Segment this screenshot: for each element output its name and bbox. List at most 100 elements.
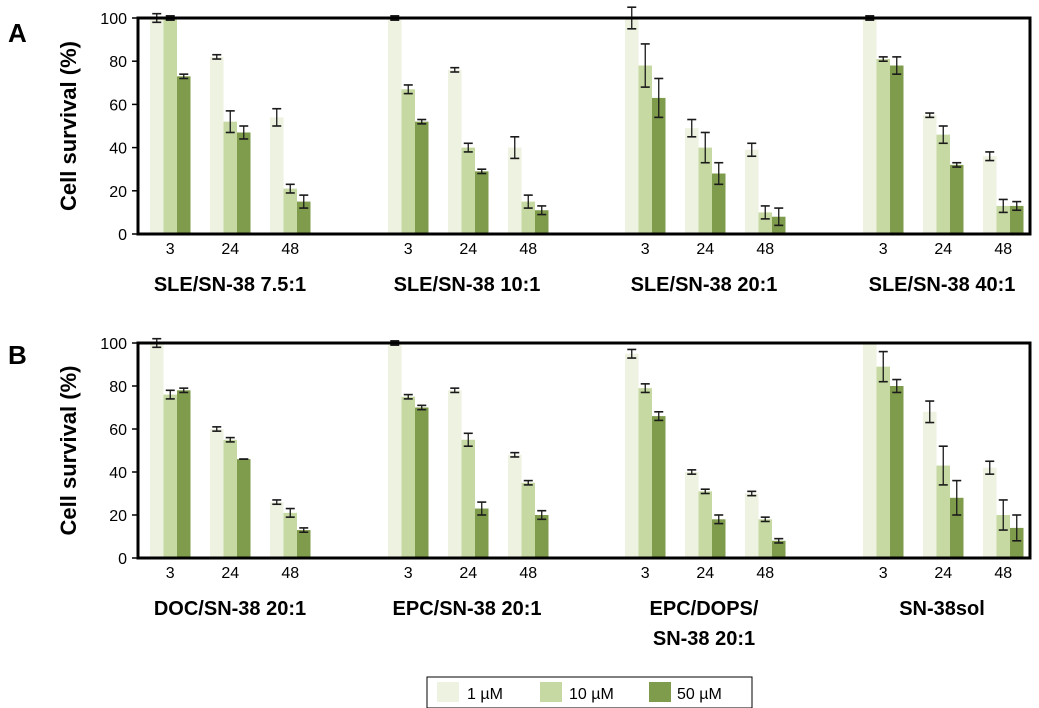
legend-box [426, 676, 753, 708]
x-tick-label: 3 [879, 241, 888, 258]
group-label: SN-38 20:1 [653, 628, 755, 650]
x-tick-label: 24 [459, 565, 477, 582]
x-tick-label: 3 [166, 241, 175, 258]
bar [508, 454, 522, 558]
x-tick-label: 24 [696, 565, 714, 582]
legend-swatch [540, 682, 562, 702]
bar [535, 210, 549, 234]
bar [508, 147, 522, 234]
x-tick-label: 48 [519, 565, 537, 582]
legend-label: 1 µM [467, 686, 503, 703]
bar [521, 201, 535, 234]
bar [150, 343, 164, 558]
bar [950, 164, 964, 234]
bar [876, 366, 890, 558]
group-label: SN-38sol [899, 598, 985, 620]
bar [712, 519, 726, 558]
bar [876, 59, 890, 234]
x-tick-label: 3 [879, 565, 888, 582]
bar [772, 540, 786, 558]
x-tick-label: 48 [994, 241, 1012, 258]
bar [625, 353, 639, 558]
bar [936, 134, 950, 234]
bar [415, 407, 429, 558]
bar [210, 56, 224, 234]
bar [388, 343, 402, 558]
x-tick-label: 48 [756, 241, 774, 258]
bar [712, 173, 726, 234]
legend-label: 10 µM [569, 686, 614, 703]
x-tick-label: 24 [934, 241, 952, 258]
bar [448, 69, 462, 234]
bar [415, 121, 429, 234]
x-tick-label: 3 [641, 241, 650, 258]
bar [237, 132, 251, 234]
x-tick-label: 3 [404, 241, 413, 258]
bar [163, 18, 177, 234]
y-tick-label: 20 [109, 508, 127, 525]
group-label: SLE/SN-38 10:1 [394, 274, 541, 296]
bar [283, 188, 297, 234]
y-tick-label: 40 [109, 141, 127, 158]
y-tick-label: 20 [109, 184, 127, 201]
bar [1010, 205, 1024, 234]
x-tick-label: 24 [221, 241, 239, 258]
y-tick-label: 100 [100, 336, 127, 353]
bar [652, 97, 666, 234]
bar [758, 519, 772, 558]
bar [401, 396, 415, 558]
x-tick-label: 3 [404, 565, 413, 582]
bar [1010, 527, 1024, 558]
x-tick-label: 48 [756, 565, 774, 582]
bar [923, 411, 937, 558]
x-tick-label: 3 [641, 565, 650, 582]
legend-swatch [437, 682, 459, 702]
x-tick-label: 48 [994, 565, 1012, 582]
panel-letter: A [8, 18, 27, 48]
bar [983, 467, 997, 558]
bar [223, 439, 237, 558]
bar [863, 343, 877, 558]
bar [625, 18, 639, 234]
bar [890, 65, 904, 235]
x-tick-label: 24 [934, 565, 952, 582]
bar [698, 147, 712, 234]
bar [401, 89, 415, 234]
group-label: SLE/SN-38 7.5:1 [154, 274, 306, 296]
bar [950, 497, 964, 558]
bar [638, 388, 652, 558]
bar [163, 394, 177, 558]
bar [758, 212, 772, 234]
bar [223, 121, 237, 234]
y-tick-label: 100 [100, 11, 127, 28]
bar [652, 416, 666, 558]
bar [983, 156, 997, 234]
bar [297, 530, 311, 558]
x-tick-label: 48 [519, 241, 537, 258]
y-tick-label: 60 [109, 97, 127, 114]
y-tick-label: 40 [109, 465, 127, 482]
panel-letter: B [8, 340, 27, 370]
x-tick-label: 48 [281, 241, 299, 258]
y-tick-label: 0 [118, 551, 127, 568]
group-label: EPC/DOPS/ [650, 598, 759, 620]
group-label: SLE/SN-38 40:1 [869, 274, 1016, 296]
bar [685, 472, 699, 558]
bar [461, 439, 475, 558]
bar [638, 65, 652, 235]
bar [150, 18, 164, 234]
group-label: DOC/SN-38 20:1 [154, 598, 306, 620]
x-tick-label: 24 [696, 241, 714, 258]
bar [923, 115, 937, 234]
bar [297, 201, 311, 234]
y-axis-label: Cell survival (%) [56, 366, 81, 536]
x-tick-label: 24 [459, 241, 477, 258]
x-tick-label: 3 [166, 565, 175, 582]
bar [283, 512, 297, 558]
bar [475, 508, 489, 558]
group-label: SLE/SN-38 20:1 [631, 274, 778, 296]
bar [448, 390, 462, 558]
bar [685, 128, 699, 234]
bar [863, 18, 877, 234]
